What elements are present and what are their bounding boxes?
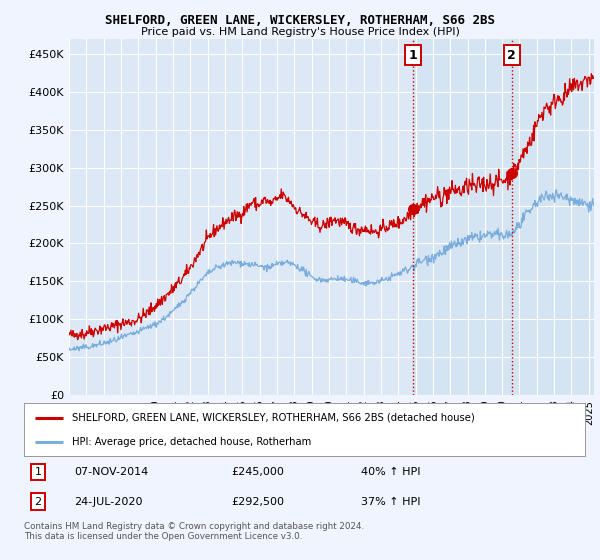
Text: Contains HM Land Registry data © Crown copyright and database right 2024.
This d: Contains HM Land Registry data © Crown c… <box>24 522 364 542</box>
Text: 2: 2 <box>34 497 41 507</box>
Text: 07-NOV-2014: 07-NOV-2014 <box>74 467 149 477</box>
Text: 37% ↑ HPI: 37% ↑ HPI <box>361 497 420 507</box>
Text: 2: 2 <box>508 49 516 62</box>
Text: 1: 1 <box>35 467 41 477</box>
Text: £292,500: £292,500 <box>232 497 284 507</box>
Text: 24-JUL-2020: 24-JUL-2020 <box>74 497 143 507</box>
Bar <box>413 39 594 395</box>
Text: 40% ↑ HPI: 40% ↑ HPI <box>361 467 420 477</box>
Text: SHELFORD, GREEN LANE, WICKERSLEY, ROTHERHAM, S66 2BS: SHELFORD, GREEN LANE, WICKERSLEY, ROTHER… <box>105 14 495 27</box>
Text: £245,000: £245,000 <box>232 467 284 477</box>
Text: Price paid vs. HM Land Registry's House Price Index (HPI): Price paid vs. HM Land Registry's House … <box>140 27 460 37</box>
Text: HPI: Average price, detached house, Rotherham: HPI: Average price, detached house, Roth… <box>71 437 311 447</box>
Text: 1: 1 <box>409 49 418 62</box>
Text: SHELFORD, GREEN LANE, WICKERSLEY, ROTHERHAM, S66 2BS (detached house): SHELFORD, GREEN LANE, WICKERSLEY, ROTHER… <box>71 413 475 423</box>
